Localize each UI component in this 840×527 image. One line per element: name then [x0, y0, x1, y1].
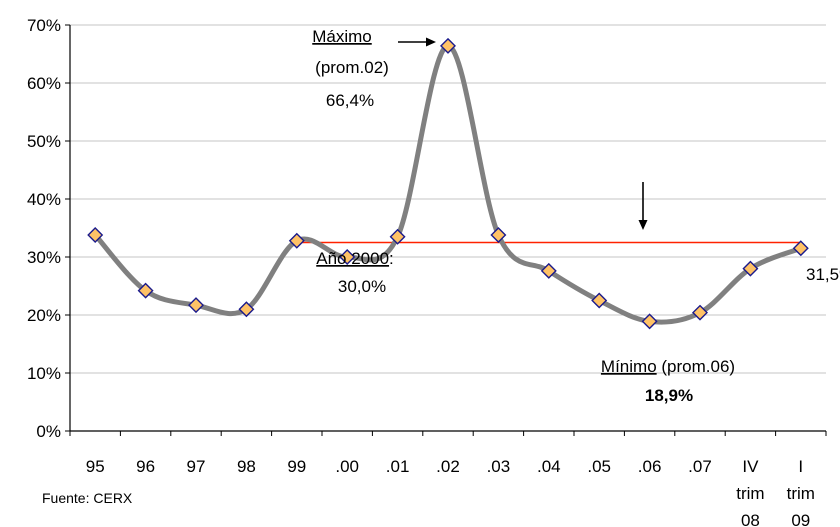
x-tick-label: 95 [86, 457, 105, 476]
x-tick-label: 98 [237, 457, 256, 476]
data-point-marker [188, 297, 204, 314]
x-tick-label: IV trim 08 [736, 457, 764, 527]
data-point-marker [389, 228, 406, 245]
x-tick-label-line: .01 [386, 457, 410, 476]
data-point-marker [87, 226, 104, 243]
last-value-label: 31,5% [806, 265, 840, 284]
data-point-marker [490, 226, 507, 243]
data-point-marker [288, 232, 305, 249]
data-point-marker [238, 301, 255, 318]
data-point-marker [540, 262, 557, 279]
x-tick-label-line: .05 [587, 457, 611, 476]
x-tick-label: 97 [187, 457, 206, 476]
x-tick-label: .00 [335, 457, 359, 476]
x-tick-label-line: IV [742, 457, 759, 476]
x-tick-label-line: .04 [537, 457, 561, 476]
source-note: Fuente: CERX [42, 490, 133, 506]
x-tick-label-line: 09 [791, 511, 810, 527]
x-tick-label-line: 08 [741, 511, 760, 527]
data-markers [87, 37, 809, 330]
x-tick-label-line: 98 [237, 457, 256, 476]
y2000-annotation-value: 30,0% [338, 277, 386, 296]
y2000-annotation-title: Año 2000: [316, 249, 394, 268]
max-annotation-title: Máximo [312, 27, 372, 46]
data-point-marker [792, 240, 809, 257]
data-point-marker [591, 292, 608, 309]
y-tick-label: 70% [27, 16, 61, 35]
data-point-marker [339, 249, 356, 265]
x-tick-label-line: trim [787, 484, 815, 503]
x-axis: 95 96 97 98 99 .00 .01 .02 .03 .04 .05 .06 .07 IV trim… [69, 430, 827, 527]
gridlines [70, 24, 826, 374]
x-tick-label-line: 95 [86, 457, 105, 476]
y-tick-label: 40% [27, 190, 61, 209]
y-tick-label: 60% [27, 74, 61, 93]
x-tick-label-line: trim [736, 484, 764, 503]
x-tick-label-line: .00 [335, 457, 359, 476]
max-annotation-subtitle: (prom.02) [315, 58, 389, 77]
x-tick-label-line: .07 [688, 457, 712, 476]
x-tick-label: .01 [386, 457, 410, 476]
x-tick-label-line: I [798, 457, 803, 476]
data-point-marker [742, 260, 759, 277]
x-tick-label-line: 99 [287, 457, 306, 476]
min-annotation-title: Mínimo (prom.06) [601, 357, 735, 376]
series-path [92, 43, 804, 325]
x-tick-label-line: 97 [187, 457, 206, 476]
x-tick-label-line: 96 [136, 457, 155, 476]
series-line [92, 43, 804, 325]
x-tick-label: 99 [287, 457, 306, 476]
max-arrow-head [426, 37, 436, 47]
x-tick-label: .03 [487, 457, 511, 476]
min-annotation-value: 18,9% [645, 386, 693, 405]
x-tick-label: .05 [587, 457, 611, 476]
data-point-marker [137, 282, 154, 299]
x-tick-label-line: .03 [487, 457, 511, 476]
data-point-marker [692, 304, 708, 321]
y-tick-label: 0% [36, 422, 61, 441]
x-tick-label: 96 [136, 457, 155, 476]
y-tick-label: 50% [27, 132, 61, 151]
x-tick-label: .07 [688, 457, 712, 476]
x-tick-label-line: .06 [638, 457, 662, 476]
down-arrow-head [638, 220, 648, 230]
data-point-marker [440, 37, 456, 54]
y-tick-label: 30% [27, 248, 61, 267]
data-point-marker [641, 313, 658, 330]
x-tick-label: .06 [638, 457, 662, 476]
max-annotation-value: 66,4% [326, 91, 374, 110]
y-axis: 0% 10% 20% 30% 40% 50% 60% 70% [27, 16, 71, 441]
y-tick-label: 10% [27, 364, 61, 383]
x-tick-label-line: .02 [436, 457, 460, 476]
y-tick-label: 20% [27, 306, 61, 325]
x-tick-label: .02 [436, 457, 460, 476]
x-tick-label: .04 [537, 457, 561, 476]
